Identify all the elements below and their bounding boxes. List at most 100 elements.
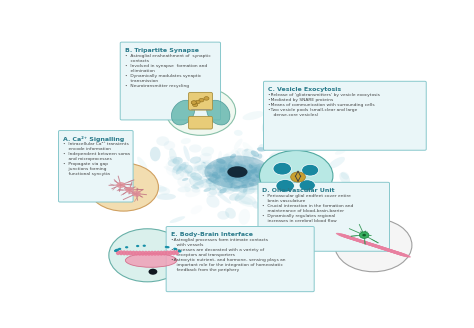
Ellipse shape — [286, 168, 308, 174]
Ellipse shape — [234, 172, 241, 177]
Ellipse shape — [234, 173, 242, 176]
Ellipse shape — [222, 172, 235, 179]
Ellipse shape — [284, 160, 298, 174]
Ellipse shape — [239, 182, 253, 191]
Ellipse shape — [246, 184, 262, 194]
Ellipse shape — [249, 164, 253, 169]
Ellipse shape — [226, 176, 232, 183]
Ellipse shape — [220, 161, 227, 166]
Ellipse shape — [253, 157, 267, 161]
Ellipse shape — [220, 171, 237, 181]
Ellipse shape — [232, 171, 238, 175]
Ellipse shape — [228, 171, 245, 184]
Ellipse shape — [147, 251, 151, 256]
Ellipse shape — [177, 187, 191, 192]
Ellipse shape — [383, 248, 399, 254]
Ellipse shape — [355, 239, 370, 244]
Ellipse shape — [237, 166, 243, 170]
Ellipse shape — [235, 173, 242, 176]
Ellipse shape — [230, 164, 244, 172]
Ellipse shape — [164, 141, 175, 150]
Circle shape — [136, 245, 139, 247]
Ellipse shape — [259, 190, 268, 194]
Ellipse shape — [239, 163, 248, 172]
Ellipse shape — [283, 163, 288, 166]
Ellipse shape — [241, 184, 258, 191]
Ellipse shape — [228, 169, 243, 181]
Ellipse shape — [234, 175, 245, 178]
Ellipse shape — [231, 173, 236, 176]
Ellipse shape — [233, 168, 242, 181]
Ellipse shape — [232, 168, 245, 180]
Ellipse shape — [243, 157, 248, 162]
Ellipse shape — [350, 237, 365, 243]
Ellipse shape — [264, 173, 272, 177]
Text: •  Intracellular Ca²⁺ transients
    encode information
•  Independent between s: • Intracellular Ca²⁺ transients encode i… — [63, 142, 130, 176]
Ellipse shape — [235, 174, 237, 180]
Ellipse shape — [218, 151, 222, 161]
Ellipse shape — [224, 163, 234, 173]
Ellipse shape — [230, 169, 247, 179]
Ellipse shape — [361, 241, 376, 246]
Ellipse shape — [165, 251, 170, 256]
Ellipse shape — [239, 174, 248, 179]
Ellipse shape — [248, 172, 251, 178]
Ellipse shape — [234, 171, 245, 183]
Ellipse shape — [162, 251, 167, 256]
Ellipse shape — [223, 168, 239, 177]
Ellipse shape — [219, 166, 241, 173]
Ellipse shape — [231, 176, 236, 179]
Ellipse shape — [214, 162, 225, 168]
Ellipse shape — [255, 164, 261, 173]
Ellipse shape — [245, 166, 255, 175]
Ellipse shape — [239, 171, 249, 177]
Ellipse shape — [225, 208, 236, 219]
Ellipse shape — [229, 193, 239, 201]
Ellipse shape — [212, 177, 220, 183]
Ellipse shape — [352, 238, 367, 244]
Ellipse shape — [328, 157, 345, 169]
Ellipse shape — [230, 174, 238, 178]
Ellipse shape — [215, 180, 226, 185]
Ellipse shape — [233, 171, 242, 176]
Ellipse shape — [262, 119, 272, 133]
Ellipse shape — [252, 177, 264, 190]
Ellipse shape — [263, 172, 272, 177]
Ellipse shape — [226, 169, 245, 178]
Ellipse shape — [248, 167, 255, 181]
Ellipse shape — [221, 172, 236, 180]
Ellipse shape — [356, 239, 372, 245]
Ellipse shape — [229, 178, 243, 192]
Ellipse shape — [236, 171, 242, 174]
Ellipse shape — [236, 176, 242, 178]
Ellipse shape — [230, 169, 243, 178]
Ellipse shape — [227, 170, 248, 179]
Ellipse shape — [274, 175, 294, 187]
Ellipse shape — [205, 178, 223, 182]
Ellipse shape — [228, 169, 246, 179]
Ellipse shape — [239, 173, 247, 178]
Ellipse shape — [212, 162, 220, 177]
Ellipse shape — [216, 174, 229, 180]
Circle shape — [191, 101, 197, 104]
Ellipse shape — [168, 250, 173, 256]
Ellipse shape — [207, 173, 222, 178]
Ellipse shape — [228, 169, 243, 178]
Ellipse shape — [252, 155, 258, 159]
Ellipse shape — [205, 182, 222, 191]
Ellipse shape — [209, 184, 223, 194]
Ellipse shape — [170, 216, 185, 223]
Ellipse shape — [252, 179, 256, 182]
Ellipse shape — [224, 179, 227, 183]
Ellipse shape — [243, 151, 254, 165]
Ellipse shape — [235, 162, 240, 166]
Ellipse shape — [184, 183, 191, 192]
Ellipse shape — [239, 180, 254, 190]
Ellipse shape — [233, 173, 236, 179]
Ellipse shape — [135, 251, 139, 256]
Ellipse shape — [232, 182, 238, 184]
Ellipse shape — [237, 168, 246, 175]
Ellipse shape — [166, 165, 177, 176]
Ellipse shape — [237, 174, 242, 176]
Ellipse shape — [229, 172, 232, 174]
